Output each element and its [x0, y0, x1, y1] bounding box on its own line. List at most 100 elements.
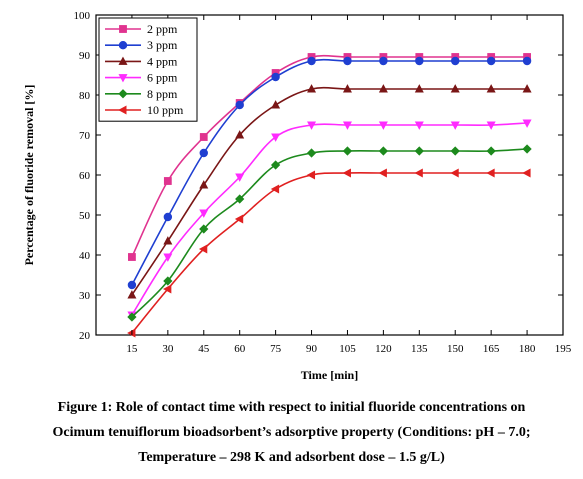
- data-point: [451, 56, 460, 66]
- data-point: [127, 280, 137, 290]
- data-point: [198, 244, 208, 254]
- data-point: [307, 84, 317, 93]
- data-point: [450, 121, 460, 130]
- legend-marker: [118, 89, 128, 99]
- line-chart: 15 30 45 60 75 90 105 120 135 150 165 180 195 20 30 40 5…: [22, 10, 572, 382]
- x-tick-label: 90: [306, 343, 318, 355]
- data-point: [234, 214, 244, 224]
- data-point: [235, 173, 245, 182]
- x-tick-label: 30: [162, 343, 174, 355]
- data-point: [163, 276, 173, 286]
- legend-label: 2 ppm: [147, 22, 178, 36]
- caption-line-2: Ocimum tenuiflorum bioadsorbent’s adsorp…: [52, 425, 531, 440]
- legend-item: 6 ppm: [105, 71, 178, 85]
- caption-line-1: Figure 1: Role of contact time with resp…: [57, 400, 526, 415]
- legend-label: 3 ppm: [147, 38, 178, 52]
- series-line: [131, 172, 528, 334]
- x-tick-label: 120: [375, 343, 392, 355]
- data-point: [235, 100, 244, 110]
- figure-caption: Figure 1: Role of contact time with resp…: [0, 395, 583, 470]
- legend-label: 6 ppm: [147, 71, 178, 85]
- data-point: [450, 146, 460, 156]
- x-tick-label: 135: [411, 343, 428, 355]
- data-point: [271, 100, 281, 109]
- legend-item: 3 ppm: [105, 38, 178, 52]
- legend-item: 10 ppm: [105, 103, 184, 117]
- series-6-ppm: [127, 119, 532, 320]
- series-8-ppm: [127, 144, 532, 322]
- data-point: [486, 168, 495, 178]
- y-tick-label: 50: [79, 210, 91, 222]
- data-point: [199, 133, 208, 141]
- data-point: [199, 209, 209, 218]
- data-point: [415, 56, 424, 66]
- data-point: [414, 121, 424, 130]
- data-point: [522, 56, 532, 66]
- x-tick-label: 165: [483, 343, 500, 355]
- x-tick-label: 105: [339, 343, 356, 355]
- data-point: [342, 121, 352, 130]
- legend-item: 4 ppm: [105, 54, 178, 68]
- data-point: [486, 56, 496, 66]
- y-tick-label: 30: [79, 290, 91, 302]
- y-tick-label: 100: [74, 10, 91, 22]
- data-point: [378, 121, 388, 130]
- axis-ticks: 15 30 45 60 75 90 105 120 135 150 165 180 195 20 30 40 5…: [74, 10, 572, 355]
- y-axis-title: Percentage of fluoride removal [%]: [22, 85, 36, 266]
- legend-item: 2 ppm: [105, 22, 178, 36]
- data-point: [128, 253, 136, 261]
- x-tick-label: 75: [270, 343, 282, 355]
- data-point: [342, 84, 352, 93]
- x-tick-label: 45: [198, 343, 210, 355]
- legend-item: 8 ppm: [105, 87, 178, 101]
- data-point: [306, 148, 317, 158]
- series-4-ppm: [127, 84, 532, 299]
- data-point: [522, 119, 532, 128]
- y-tick-label: 40: [79, 250, 91, 262]
- data-point: [342, 168, 351, 178]
- x-axis-title: Time [min]: [301, 368, 358, 382]
- data-point: [199, 180, 209, 189]
- data-point: [307, 121, 317, 130]
- y-tick-label: 90: [79, 50, 91, 62]
- data-point: [486, 146, 496, 156]
- data-point: [163, 284, 172, 294]
- y-tick-label: 70: [79, 130, 91, 142]
- data-point: [163, 212, 173, 222]
- data-point: [306, 170, 316, 180]
- x-tick-label: 195: [555, 343, 572, 355]
- legend-marker: [118, 74, 128, 83]
- data-point: [163, 236, 173, 245]
- data-point: [270, 160, 281, 170]
- data-point: [522, 168, 531, 178]
- legend-marker: [118, 56, 128, 65]
- series-layer: [127, 53, 532, 338]
- x-tick-label: 60: [234, 343, 246, 355]
- data-point: [378, 146, 389, 156]
- data-point: [342, 146, 353, 156]
- data-point: [127, 290, 137, 299]
- series-3-ppm: [127, 56, 532, 290]
- data-point: [378, 168, 387, 178]
- y-tick-label: 80: [79, 90, 91, 102]
- data-point: [414, 84, 424, 93]
- x-tick-label: 180: [519, 343, 536, 355]
- legend-label: 10 ppm: [147, 103, 184, 117]
- legend-label: 4 ppm: [147, 54, 178, 68]
- data-point: [378, 84, 388, 93]
- legend-marker: [119, 25, 127, 33]
- data-point: [235, 194, 245, 204]
- data-point: [163, 253, 173, 262]
- data-point: [522, 84, 532, 93]
- legend-marker: [118, 40, 128, 50]
- legend: 2 ppm 3 ppm 4 ppm 6 ppm 8 ppm 10 ppm: [98, 17, 198, 122]
- data-point: [486, 84, 496, 93]
- data-point: [127, 312, 137, 322]
- data-point: [271, 133, 281, 142]
- data-point: [307, 56, 316, 66]
- legend-box: [98, 17, 198, 122]
- data-point: [235, 130, 245, 139]
- data-point: [450, 84, 460, 93]
- data-point: [522, 144, 532, 154]
- x-tick-label: 15: [126, 343, 138, 355]
